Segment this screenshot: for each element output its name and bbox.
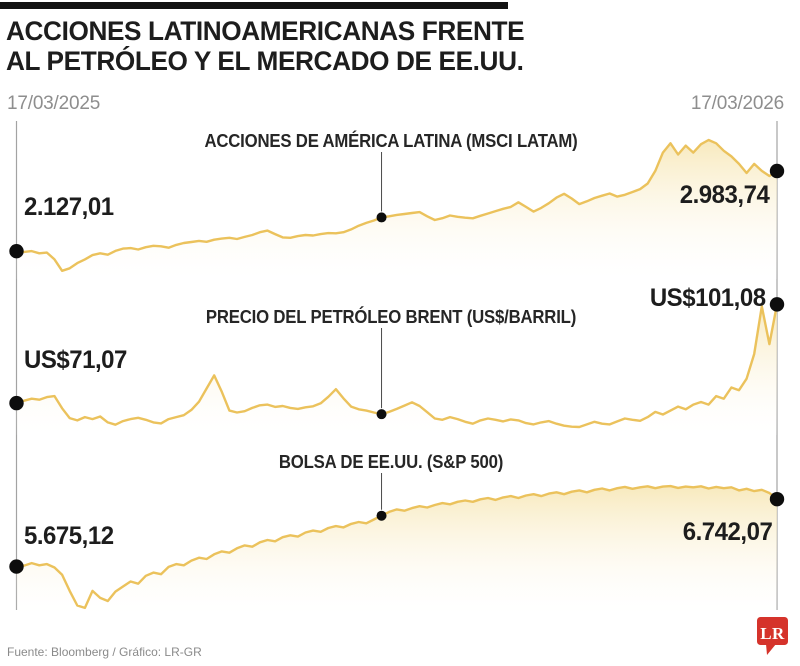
- msci-latam-end-dot: [769, 163, 785, 179]
- brent-end-dot: [769, 297, 785, 312]
- sp500-start-dot: [9, 559, 24, 574]
- page-title: ACCIONES LATINOAMERICANAS FRENTE AL PETR…: [6, 16, 525, 76]
- sp500-area: [16, 486, 777, 615]
- lr-logo: LR: [757, 617, 788, 655]
- msci-start-value: 2.127,01: [24, 193, 114, 221]
- msci-latam-area: [16, 140, 777, 279]
- chart-label-brent: PRECIO DEL PETRÓLEO BRENT (US$/BARRIL): [205, 307, 577, 327]
- lr-logo-text: LR: [760, 624, 785, 643]
- brent-start-value: US$71,07: [24, 346, 127, 374]
- top-bar: [0, 2, 508, 9]
- msci-latam-line: [15, 138, 779, 272]
- brent-area: [16, 304, 777, 435]
- sp500-start-value: 5.675,12: [24, 522, 114, 550]
- title-line-2: AL PETRÓLEO Y EL MERCADO DE EE.UU.: [6, 46, 524, 76]
- brent-marker-dot: [376, 409, 387, 420]
- msci-end-value: 2.983,74: [679, 181, 769, 209]
- sp500-end-dot: [769, 491, 785, 507]
- msci-latam-start-dot: [9, 244, 24, 259]
- source-credit: Fuente: Bloomberg / Gráfico: LR-GR: [7, 645, 202, 659]
- sp500-end-value: 6.742,07: [682, 518, 772, 546]
- brent-start-dot: [9, 395, 24, 411]
- lr-logo-box: [757, 617, 788, 645]
- sp500-marker-dot: [376, 510, 387, 521]
- chart-label-msci-latam: ACCIONES DE AMÉRICA LATINA (MSCI LATAM): [204, 131, 578, 151]
- brent-line: [15, 303, 779, 429]
- end-date-label: 17/03/2026: [690, 93, 784, 114]
- msci-latam-marker-dot: [376, 212, 387, 223]
- chart-label-sp500: BOLSA DE EE.UU. (S&P 500): [278, 452, 504, 472]
- lr-logo-tail: [766, 644, 776, 655]
- start-date-label: 17/03/2025: [7, 93, 101, 114]
- sp500-line: [15, 484, 779, 610]
- brent-end-value: US$101,08: [650, 284, 766, 312]
- title-line-1: ACCIONES LATINOAMERICANAS FRENTE: [6, 16, 525, 46]
